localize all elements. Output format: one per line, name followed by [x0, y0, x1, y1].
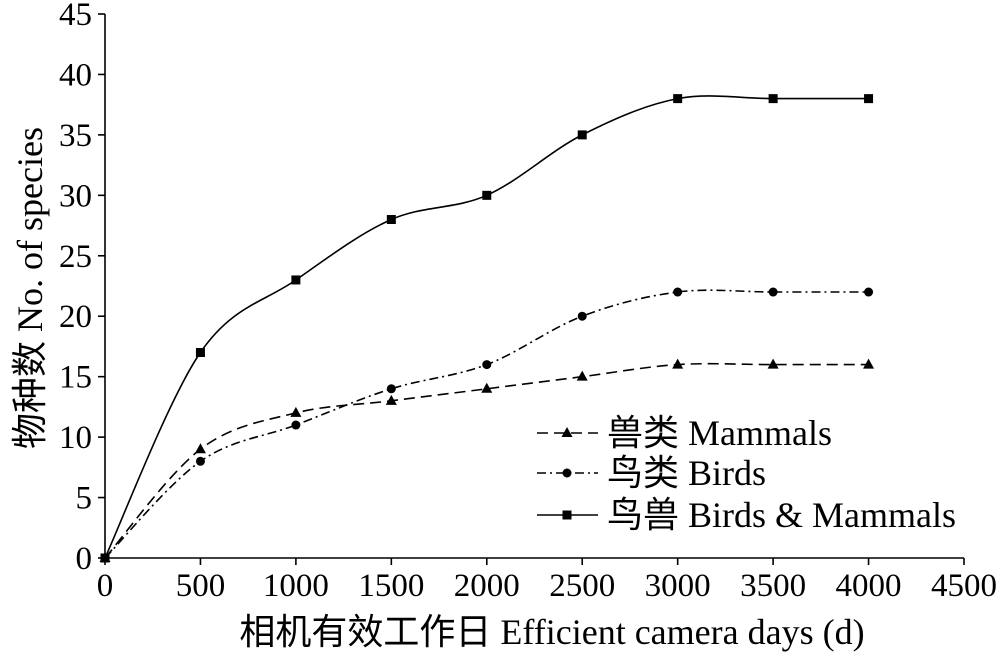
- legend: 兽类 Mammals 鸟类 Birds 鸟兽 Birds & Mammals: [537, 413, 956, 535]
- legend-item-birds-mammals: 鸟兽 Birds & Mammals: [537, 495, 956, 535]
- data-point-birds: [291, 420, 301, 430]
- y-axis-ticks: 0 5 10 15 20 25 30 35 40 45: [59, 0, 105, 577]
- data-point-birds-mammals: [291, 275, 301, 285]
- legend-marker-birds-mammals: [562, 510, 572, 520]
- x-tick-label: 2500: [549, 568, 615, 604]
- data-point-birds-mammals: [673, 94, 683, 104]
- y-tick-label: 40: [59, 57, 92, 93]
- y-tick-label: 15: [59, 360, 92, 396]
- legend-label-birds-mammals: 鸟兽 Birds & Mammals: [607, 495, 956, 535]
- data-point-mammals: [863, 358, 875, 369]
- series-birds-mammals: [100, 94, 874, 563]
- y-tick-label: 0: [76, 541, 93, 577]
- data-point-birds: [577, 311, 587, 321]
- data-point-birds: [482, 360, 492, 370]
- legend-label-birds: 鸟类 Birds: [607, 453, 766, 493]
- data-point-mammals: [767, 358, 779, 369]
- data-point-mammals: [194, 443, 206, 454]
- data-point-mammals: [481, 382, 493, 393]
- legend-label-mammals: 兽类 Mammals: [607, 413, 832, 453]
- legend-item-mammals: 兽类 Mammals: [537, 413, 832, 453]
- legend-marker-mammals: [561, 427, 573, 437]
- data-point-birds-mammals: [386, 215, 396, 225]
- data-point-birds: [673, 287, 683, 297]
- x-tick-label: 4500: [931, 568, 997, 604]
- x-tick-label: 1000: [263, 568, 329, 604]
- x-axis-ticks: 0 500 1000 1500 2000 2500 3000 3500 4000 4500: [97, 558, 997, 604]
- y-axis-label: 物种数 No. of species: [10, 127, 50, 449]
- data-point-mammals: [385, 394, 397, 405]
- series-line-mammals: [104, 362, 869, 559]
- data-point-birds: [386, 384, 396, 394]
- y-tick-label: 30: [59, 178, 92, 214]
- x-tick-label: 500: [176, 568, 226, 604]
- y-tick-label: 5: [76, 481, 93, 517]
- data-point-birds: [864, 287, 874, 297]
- data-point-birds-mammals: [482, 190, 492, 200]
- x-tick-label: 1500: [358, 568, 424, 604]
- legend-item-birds: 鸟类 Birds: [537, 453, 766, 493]
- y-tick-label: 35: [59, 118, 92, 154]
- data-point-birds-mammals: [195, 347, 205, 357]
- y-tick-label: 10: [59, 420, 92, 456]
- data-point-mammals: [576, 370, 588, 381]
- x-axis-label: 相机有效工作日 Efficient camera days (d): [239, 612, 864, 652]
- x-tick-label: 0: [97, 568, 114, 604]
- data-point-mammals: [290, 406, 302, 417]
- data-point-mammals: [672, 358, 684, 369]
- y-tick-label: 45: [59, 0, 92, 33]
- data-point-birds-mammals: [100, 553, 110, 563]
- axes: [104, 14, 964, 559]
- x-tick-label: 3500: [740, 568, 806, 604]
- y-tick-label: 20: [59, 299, 92, 335]
- y-tick-label: 25: [59, 239, 92, 275]
- series-layer: [99, 94, 875, 563]
- x-tick-label: 4000: [836, 568, 902, 604]
- series-line-birds: [104, 289, 869, 559]
- x-tick-label: 2000: [454, 568, 520, 604]
- data-point-birds: [195, 456, 205, 466]
- data-point-birds-mammals: [577, 130, 587, 140]
- legend-marker-birds: [562, 468, 572, 478]
- x-tick-label: 3000: [645, 568, 711, 604]
- data-point-birds-mammals: [768, 94, 778, 104]
- data-point-birds-mammals: [864, 94, 874, 104]
- data-point-birds: [768, 287, 778, 297]
